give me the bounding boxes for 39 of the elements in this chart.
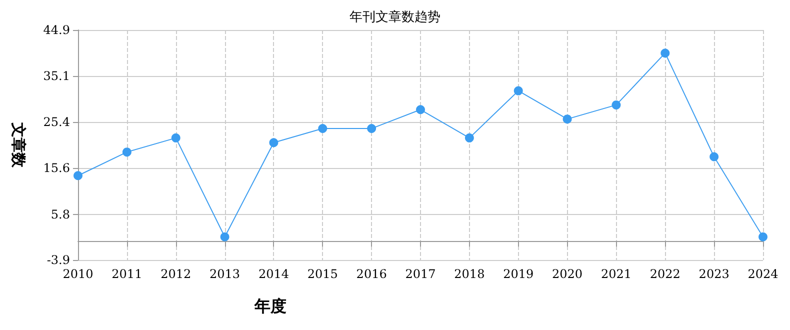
x-tick-label: 2019 — [503, 267, 534, 281]
x-tick-label: 2013 — [210, 267, 240, 281]
point — [660, 48, 670, 58]
y-tick-label: 35.1 — [43, 69, 70, 84]
point — [171, 133, 180, 142]
point — [612, 100, 621, 110]
y-tick-label: 44.9 — [43, 23, 70, 37]
point — [74, 171, 82, 180]
x-tick-label: 2021 — [600, 267, 632, 281]
x-axis-title: 年度 — [254, 296, 286, 316]
x-tick-label: 2011 — [112, 267, 142, 281]
point — [220, 232, 230, 242]
x-tick-label: 2012 — [160, 267, 192, 281]
x-tick-label: 2017 — [405, 267, 436, 281]
y-tick-label: -3.9 — [46, 253, 70, 267]
y-tick-label: 15.6 — [43, 161, 70, 176]
x-tick-label: 2015 — [307, 267, 338, 281]
point — [514, 86, 523, 96]
y-tick-label: 5.8 — [50, 207, 70, 222]
point — [464, 133, 474, 142]
y-axis-title: 文章数 — [10, 122, 28, 168]
x-tick-label: 2010 — [62, 267, 94, 281]
chart-title: 年刊文章数趋势 — [350, 10, 440, 25]
x-tick-label: 2023 — [698, 267, 730, 281]
x-tick-label: 2024 — [748, 267, 779, 281]
point — [758, 232, 768, 242]
x-tick-label: 2022 — [650, 267, 680, 281]
x-tick-label: 2016 — [356, 267, 387, 281]
point — [710, 152, 719, 162]
point — [416, 105, 425, 114]
point — [562, 114, 572, 124]
point — [269, 138, 278, 148]
x-tick-label: 2018 — [454, 267, 485, 281]
x-tick-label: 2020 — [552, 267, 583, 281]
y-tick-label: 25.4 — [43, 114, 70, 129]
point — [122, 148, 132, 157]
point — [367, 124, 376, 133]
point — [318, 124, 328, 133]
x-tick-label: 2014 — [258, 267, 290, 281]
